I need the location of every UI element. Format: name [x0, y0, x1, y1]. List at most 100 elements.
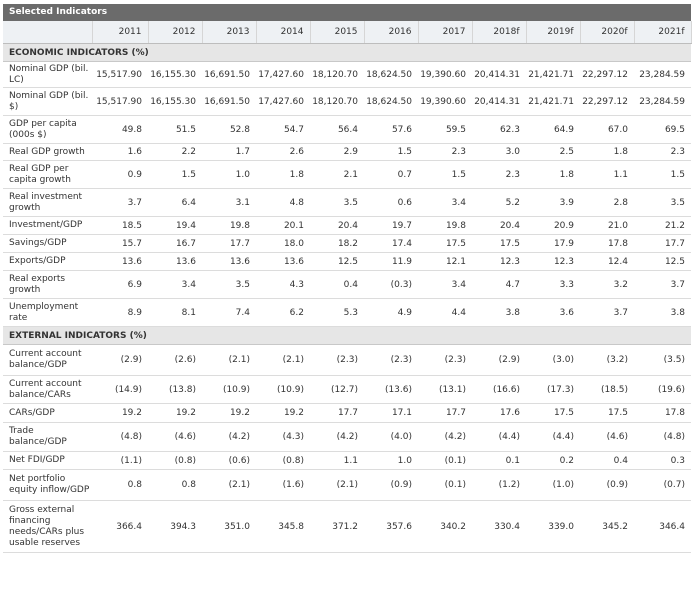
table-cell: 17.9 [526, 234, 580, 253]
year-header: 2018f [472, 21, 527, 44]
table-cell: 12.5 [634, 252, 691, 271]
table-cell: (3.2) [580, 344, 634, 376]
table-cell: 6.9 [92, 270, 148, 299]
table-cell: (2.1) [202, 344, 256, 376]
table-cell: 2.3 [418, 143, 472, 161]
row-label: Savings/GDP [3, 234, 92, 253]
table-cell: 62.3 [472, 115, 526, 144]
table-cell: 23,284.59 [634, 87, 691, 116]
table-cell: 19.2 [202, 403, 256, 423]
table-cell: 2.2 [148, 143, 202, 161]
row-label: Exports/GDP [3, 252, 92, 271]
table-cell: 17.7 [418, 403, 472, 423]
table-cell: 19.2 [148, 403, 202, 423]
table-cell: (3.0) [526, 344, 580, 376]
table-cell: 3.2 [580, 270, 634, 299]
table-cell: (3.5) [634, 344, 691, 376]
table-cell: 346.4 [634, 500, 691, 553]
table-cell: 57.6 [364, 115, 418, 144]
table-cell: 0.1 [472, 451, 526, 470]
table-cell: 49.8 [92, 115, 148, 144]
table-cell: (4.8) [92, 422, 148, 452]
table-row: Real GDP growth 1.6 2.2 1.7 2.6 2.9 1.5 2.3 3.0 2… [3, 143, 691, 161]
table-cell: 3.1 [202, 188, 256, 217]
table-cell: 13.6 [92, 252, 148, 271]
table-cell: 351.0 [202, 500, 256, 553]
table-cell: (1.0) [526, 469, 580, 501]
table-cell: 394.3 [148, 500, 202, 553]
table-cell: 0.2 [526, 451, 580, 470]
table-cell: (17.3) [526, 375, 580, 404]
table-cell: (2.3) [418, 344, 472, 376]
table-cell: 3.5 [310, 188, 364, 217]
row-label: Nominal GDP (bil. LC) [3, 61, 92, 88]
row-label: GDP per capita (000s $) [3, 115, 92, 144]
table-cell: (14.9) [92, 375, 148, 404]
table-cell: 16,691.50 [202, 87, 256, 116]
table-cell: 2.1 [310, 160, 364, 189]
table-cell: (4.6) [580, 422, 634, 452]
table-cell: (2.9) [92, 344, 148, 376]
table-cell: 1.5 [148, 160, 202, 189]
table-cell: 4.7 [472, 270, 526, 299]
year-header: 2017 [418, 21, 473, 44]
table-cell: (4.2) [202, 422, 256, 452]
table-cell: (13.6) [364, 375, 418, 404]
table-cell: 15,517.90 [92, 87, 148, 116]
table-cell: 17.7 [202, 234, 256, 253]
table-cell: (10.9) [202, 375, 256, 404]
row-label: Net FDI/GDP [3, 451, 92, 470]
indicators-table: 2011 2012 2013 2014 2015 2016 2017 2018f 2019f 20… [3, 21, 692, 553]
table-cell: 67.0 [580, 115, 634, 144]
table-row: Net portfolio equity inflow/GDP 0.8 0.8 (2.… [3, 469, 691, 501]
row-label: Unemployment rate [3, 298, 92, 327]
table-cell: 19,390.60 [418, 61, 472, 88]
table-cell: 17.5 [472, 234, 526, 253]
table-cell: 19.2 [256, 403, 310, 423]
row-label: Nominal GDP (bil. $) [3, 87, 92, 116]
table-cell: (1.2) [472, 469, 526, 501]
table-cell: (0.3) [364, 270, 418, 299]
table-cell: 20,414.31 [472, 87, 526, 116]
table-cell: 3.7 [634, 270, 691, 299]
table-cell: 19.2 [92, 403, 148, 423]
table-cell: 12.3 [472, 252, 526, 271]
table-cell: 3.0 [472, 143, 526, 161]
selected-indicators-panel: Selected Indicators 2011 2012 2013 2014 2015… [3, 4, 692, 553]
table-cell: 59.5 [418, 115, 472, 144]
table-cell: 0.8 [148, 469, 202, 501]
section-header: ECONOMIC INDICATORS (%) [3, 43, 691, 62]
year-header: 2019f [526, 21, 581, 44]
table-cell: (2.6) [148, 344, 202, 376]
table-cell: 0.3 [634, 451, 691, 470]
table-cell: 13.6 [202, 252, 256, 271]
table-cell: 6.4 [148, 188, 202, 217]
table-cell: 5.2 [472, 188, 526, 217]
table-cell: 18,120.70 [310, 87, 364, 116]
table-row: Trade balance/GDP (4.8) (4.6) (4.2) (4.3) (4.… [3, 422, 691, 452]
table-cell: 20.4 [472, 216, 526, 235]
table-row: Exports/GDP 13.6 13.6 13.6 13.6 12.5 11.9 12.1 1… [3, 252, 691, 271]
year-header: 2013 [202, 21, 257, 44]
table-cell: 0.8 [92, 469, 148, 501]
table-cell: 3.8 [634, 298, 691, 327]
table-cell: 1.8 [256, 160, 310, 189]
table-cell: (4.6) [148, 422, 202, 452]
table-cell: (4.2) [310, 422, 364, 452]
table-cell: 2.3 [634, 143, 691, 161]
table-cell: 21.2 [634, 216, 691, 235]
table-cell: 345.8 [256, 500, 310, 553]
row-label: Real GDP per capita growth [3, 160, 92, 189]
table-cell: 1.0 [364, 451, 418, 470]
table-cell: (1.6) [256, 469, 310, 501]
table-cell: 19.7 [364, 216, 418, 235]
table-cell: (4.4) [526, 422, 580, 452]
table-cell: 1.1 [580, 160, 634, 189]
table-cell: 18,624.50 [364, 87, 418, 116]
row-label: CARs/GDP [3, 403, 92, 423]
table-cell: 2.6 [256, 143, 310, 161]
table-cell: 3.9 [526, 188, 580, 217]
table-cell: 3.8 [472, 298, 526, 327]
table-cell: 12.1 [418, 252, 472, 271]
table-cell: 17.7 [310, 403, 364, 423]
